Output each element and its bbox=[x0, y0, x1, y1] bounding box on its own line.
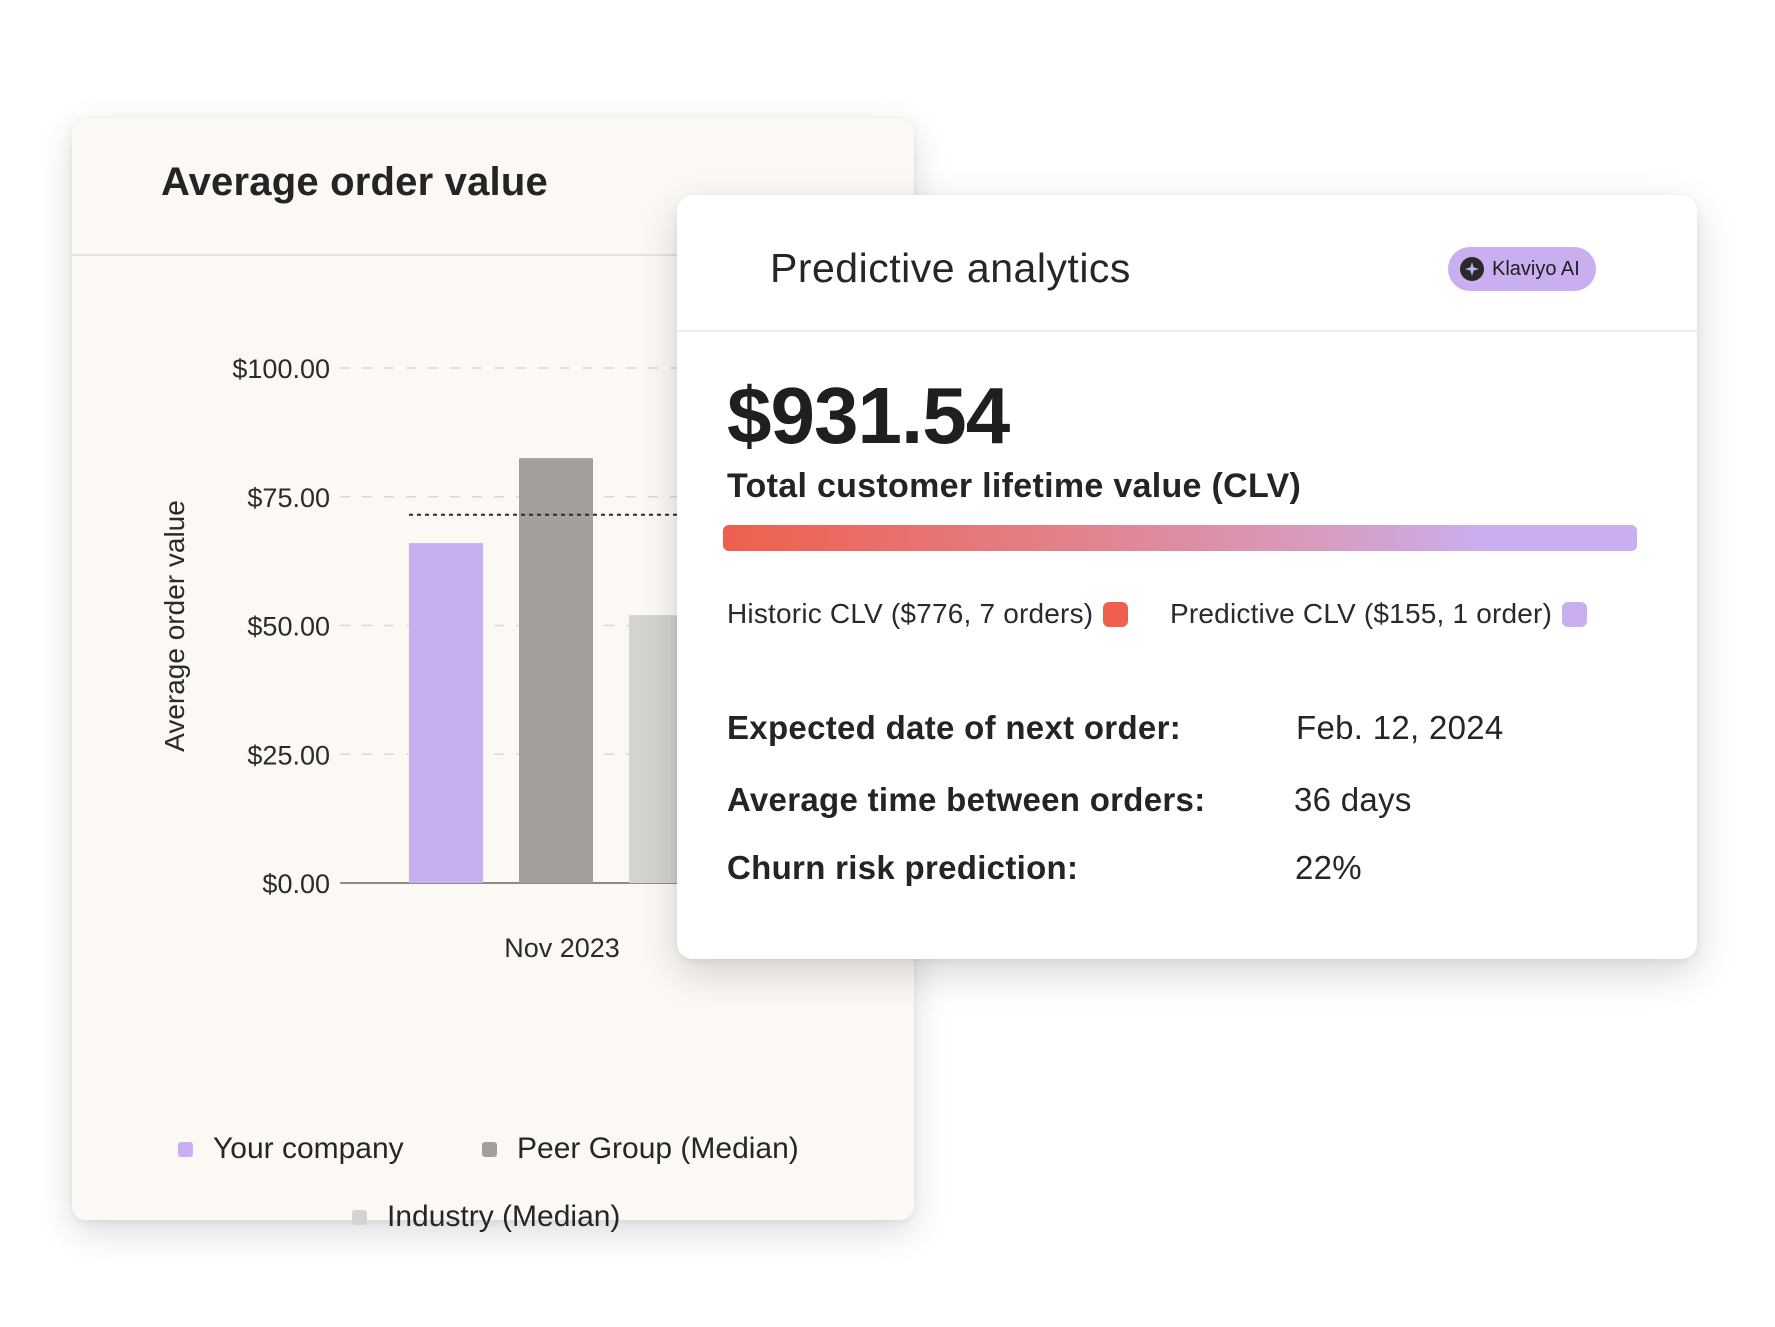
avg-time-between-orders-label: Average time between orders: bbox=[727, 781, 1206, 818]
klaviyo-ai-badge[interactable]: Klaviyo AI bbox=[1448, 247, 1596, 291]
klaviyo-ai-badge-label: Klaviyo AI bbox=[1492, 257, 1580, 280]
bar-your-company bbox=[409, 543, 483, 883]
y-tick-label-0: $0.00 bbox=[262, 869, 330, 899]
pa-card-header: Predictive analytics Klaviyo AI bbox=[677, 195, 1697, 332]
y-axis-label: Average order value bbox=[159, 500, 190, 752]
churn-risk-label: Churn risk prediction: bbox=[727, 849, 1079, 886]
bar-peer-group-median bbox=[519, 458, 593, 883]
next-order-date-label: Expected date of next order: bbox=[727, 709, 1181, 746]
clv-progress-bar bbox=[723, 525, 1637, 551]
legend-label-your-company: Your company bbox=[213, 1132, 404, 1165]
legend-swatch-industry bbox=[352, 1209, 367, 1225]
legend-swatch-peer-group bbox=[482, 1141, 497, 1157]
predictive-clv-swatch bbox=[1562, 601, 1588, 627]
x-category-label: Nov 2023 bbox=[504, 933, 620, 963]
sparkle-icon bbox=[1460, 257, 1484, 281]
clv-total-value: $931.54 bbox=[727, 371, 1010, 460]
next-order-date-value: Feb. 12, 2024 bbox=[1296, 709, 1504, 746]
aov-bar-chart: $0.00 $25.00 $50.00 $75.00 $100.00 Average or… bbox=[159, 354, 914, 963]
avg-time-between-orders-value: 36 days bbox=[1294, 781, 1412, 818]
legend-label-peer-group: Peer Group (Median) bbox=[517, 1132, 799, 1165]
y-tick-label-1: $25.00 bbox=[247, 740, 330, 770]
clv-bar-historic-segment bbox=[723, 525, 1485, 551]
legend-swatch-your-company bbox=[178, 1141, 193, 1157]
legend-item-your-company: Your company bbox=[178, 1132, 404, 1166]
churn-risk-value: 22% bbox=[1295, 849, 1362, 886]
clv-total-label: Total customer lifetime value (CLV) bbox=[727, 467, 1302, 505]
pa-card-title: Predictive analytics bbox=[770, 245, 1131, 291]
aov-card-header: Average order value bbox=[72, 118, 914, 256]
clv-bar-predictive-segment bbox=[1484, 525, 1637, 551]
predictive-clv-legend: Predictive CLV ($155, 1 order) bbox=[1170, 598, 1588, 630]
historic-clv-label: Historic CLV ($776, 7 orders) bbox=[727, 598, 1094, 629]
predictive-analytics-card: Predictive analytics Klaviyo AI $931.54 … bbox=[677, 195, 1697, 959]
historic-clv-swatch bbox=[1103, 601, 1129, 627]
legend-label-industry: Industry (Median) bbox=[387, 1200, 621, 1233]
y-tick-label-3: $75.00 bbox=[247, 483, 330, 513]
legend-item-peer-group: Peer Group (Median) bbox=[482, 1132, 799, 1166]
predictive-clv-label: Predictive CLV ($155, 1 order) bbox=[1170, 598, 1553, 629]
y-tick-label-4: $100.00 bbox=[232, 354, 330, 384]
legend-item-industry: Industry (Median) bbox=[352, 1200, 620, 1234]
aov-card-title: Average order value bbox=[161, 160, 548, 204]
historic-clv-legend: Historic CLV ($776, 7 orders) bbox=[727, 598, 1129, 630]
y-tick-label-2: $50.00 bbox=[247, 612, 330, 642]
